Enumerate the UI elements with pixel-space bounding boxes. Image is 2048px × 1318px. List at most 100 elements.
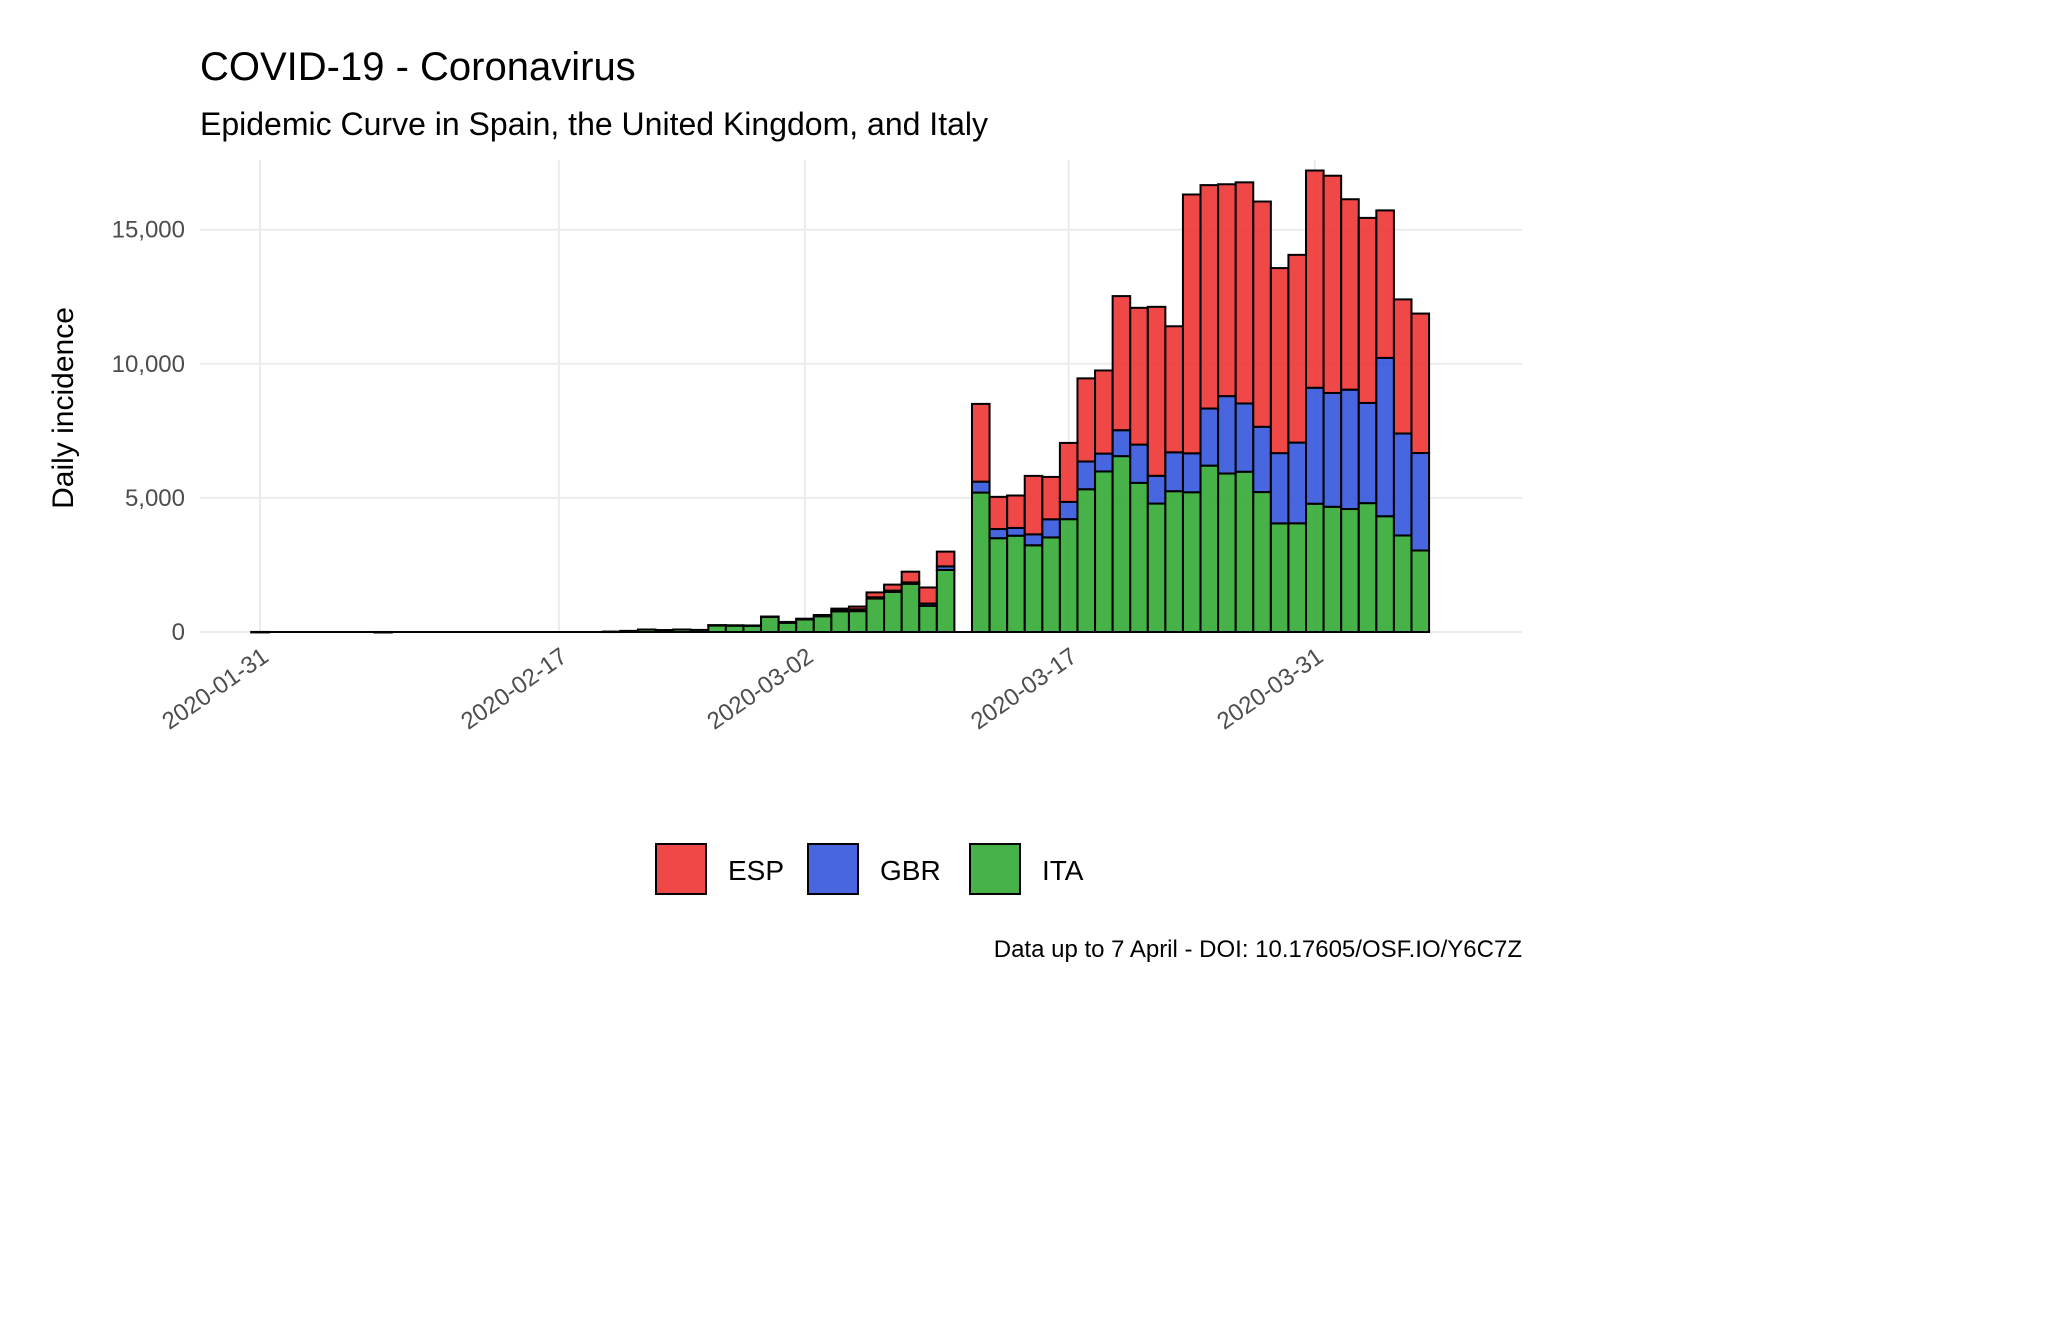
bar-esp (847, 605, 868, 611)
bar-esp (1322, 174, 1343, 394)
bar-gbr (1199, 407, 1220, 467)
bar-esp (1287, 253, 1308, 444)
bars (250, 169, 1431, 634)
legend-label-ita: ITA (1042, 855, 1084, 886)
legend: ESP GBR ITA (655, 843, 1084, 895)
bar-gbr (1006, 526, 1026, 537)
bar-ita (847, 610, 868, 634)
bar-gbr (1094, 452, 1114, 473)
bar-ita (1023, 544, 1044, 634)
bar-gbr (1058, 500, 1079, 521)
bar-ita (1217, 472, 1237, 633)
bar-esp (1234, 181, 1255, 405)
bar-gbr (742, 624, 763, 627)
bar-gbr (1164, 451, 1184, 493)
bar-ita (865, 597, 886, 633)
bar-gbr (970, 480, 991, 494)
y-axis-label: Daily incidence (47, 307, 80, 509)
bar-gbr (988, 528, 1009, 540)
y-ticks: 0 5,000 10,000 15,000 (112, 217, 185, 646)
y-tick-label: 15,000 (112, 217, 185, 244)
bar-gbr (777, 620, 798, 624)
bar-esp (1375, 209, 1395, 359)
bar-ita (1340, 508, 1360, 633)
bar-gbr (1252, 425, 1272, 494)
chart-caption: Data up to 7 April - DOI: 10.17605/OSF.I… (994, 936, 1522, 963)
bar-esp (1252, 200, 1272, 428)
bar-ita (1392, 534, 1413, 634)
bar-esp (1006, 494, 1026, 529)
bar-esp (1269, 267, 1290, 455)
bar-gbr (1076, 460, 1097, 491)
bar-esp (988, 495, 1009, 531)
bar-gbr (1392, 432, 1413, 537)
bar-gbr (1375, 356, 1395, 518)
bar-ita (1252, 491, 1272, 633)
bar-gbr (1129, 443, 1149, 484)
bar-ita (918, 604, 938, 634)
bar-esp (883, 583, 903, 592)
bar-ita (1375, 515, 1395, 634)
y-tick-label: 0 (172, 619, 185, 646)
bar-ita (795, 618, 815, 634)
bar-ita (760, 615, 780, 633)
bar-ita (1357, 502, 1378, 633)
bar-gbr (1322, 391, 1343, 508)
bar-gbr (795, 617, 815, 621)
legend-key-ita (969, 843, 1021, 895)
legend-key-gbr (807, 843, 859, 895)
bar-esp (918, 586, 938, 605)
bar-esp (1111, 295, 1132, 432)
bar-esp (1146, 305, 1167, 477)
bar-esp (1076, 377, 1097, 463)
y-tick-label: 5,000 (125, 485, 185, 512)
x-tick-label: 2020-03-02 (702, 643, 818, 736)
bar-esp (970, 402, 991, 483)
bar-esp (900, 570, 921, 584)
bar-esp (935, 550, 956, 568)
bar-esp (1094, 369, 1114, 455)
bar-gbr (1287, 441, 1308, 525)
x-ticks: 2020-01-31 2020-02-17 2020-03-02 2020-03-17… (157, 643, 1328, 736)
bar-ita (1076, 488, 1097, 633)
bar-ita (988, 537, 1009, 634)
bar-gbr (1357, 401, 1378, 505)
x-tick-label: 2020-02-17 (456, 643, 572, 736)
bar-ita (1410, 549, 1431, 634)
bar-gbr (1410, 452, 1431, 552)
bar-ita (1041, 536, 1061, 633)
bar-ita (1006, 534, 1026, 634)
bar-gbr (760, 615, 780, 619)
bar-esp (1023, 474, 1044, 536)
bar-ita (1322, 505, 1343, 634)
chart-title: COVID-19 - Coronavirus (200, 45, 636, 89)
bar-ita (1058, 518, 1079, 633)
bar-ita (1094, 470, 1114, 633)
bar-gbr (1181, 452, 1202, 494)
bar-gbr (707, 624, 727, 627)
x-tick-label: 2020-01-31 (157, 643, 273, 736)
bar-esp (1305, 169, 1325, 389)
bar-ita (1129, 481, 1149, 634)
legend-key-esp (655, 843, 707, 895)
bar-ita (1111, 455, 1132, 633)
bar-ita (1269, 522, 1290, 634)
bar-gbr (1305, 386, 1325, 505)
bar-ita (1164, 490, 1184, 633)
bar-gbr (1340, 388, 1360, 511)
bar-ita (1181, 491, 1202, 633)
bar-esp (1164, 325, 1184, 454)
x-tick-label: 2020-03-31 (1212, 643, 1328, 736)
bar-esp (1392, 298, 1413, 435)
bar-ita (1287, 522, 1308, 634)
bar-esp (1181, 193, 1202, 455)
bar-gbr (1269, 452, 1290, 525)
bar-esp (1217, 183, 1237, 398)
bar-esp (1410, 312, 1431, 455)
legend-label-gbr: GBR (880, 855, 941, 886)
bar-ita (812, 615, 833, 633)
bar-ita (883, 590, 903, 633)
x-tick-label: 2020-03-17 (966, 643, 1082, 736)
chart: COVID-19 - Coronavirus Epidemic Curve in… (47, 45, 1522, 963)
bar-ita (1146, 502, 1167, 633)
